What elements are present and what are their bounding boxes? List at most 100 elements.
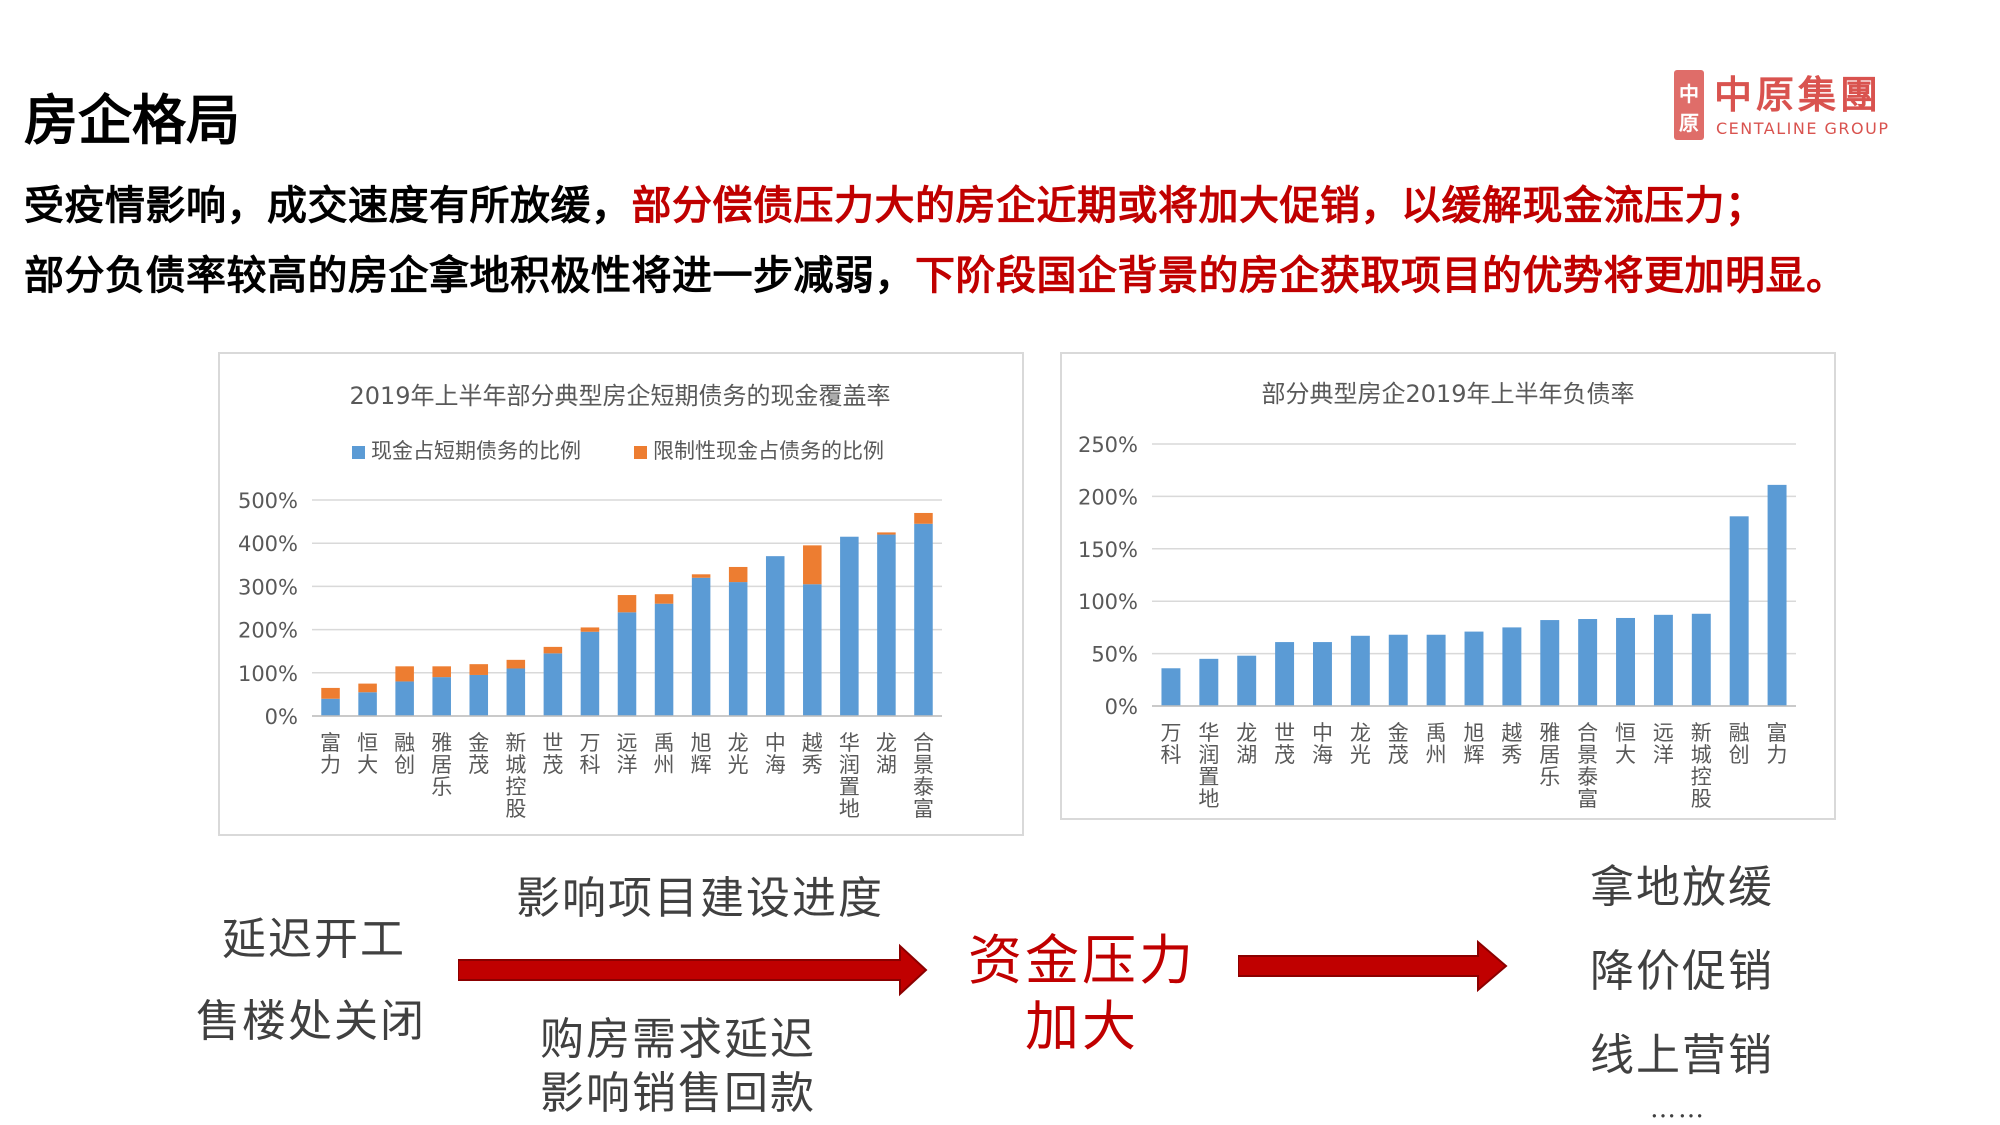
bar	[1653, 614, 1673, 706]
bar	[1388, 634, 1408, 706]
x-tick-label-char: 光	[1350, 743, 1371, 767]
bar	[1464, 631, 1484, 706]
x-tick-label-char: 世	[1274, 721, 1295, 745]
x-tick-label-char: 居	[1539, 743, 1560, 767]
x-tick-label-char: 龙	[1350, 721, 1371, 745]
x-tick-label-char: 富	[1767, 721, 1788, 745]
chart-debt-ratio-svg: 部分典型房企2019年上半年负债率 0% 50% 100% 150% 200% 250% 万科…	[1078, 380, 1796, 811]
x-tick-label-char: 泰	[1577, 765, 1598, 789]
x-tick-label-char: 润	[839, 753, 860, 777]
chart-debt-ratio: 部分典型房企2019年上半年负债率 0% 50% 100% 150% 200% 250% 万科…	[1060, 352, 1836, 820]
legend-label: 限制性现金占债务的比例	[653, 439, 884, 463]
bar-restricted	[395, 666, 414, 682]
bar	[1502, 627, 1522, 706]
x-tick-label-char: 金	[468, 731, 489, 755]
bar-cash	[914, 523, 933, 716]
x-tick-label-char: 中	[1312, 721, 1333, 745]
x-tick-label-char: 创	[1729, 743, 1750, 767]
bar	[1578, 619, 1598, 706]
x-tick-label-char: 科	[1160, 743, 1181, 767]
x-tick-label-char: 雅	[1539, 721, 1560, 745]
bar	[1691, 613, 1711, 706]
x-tick-label-char: 远	[1653, 721, 1674, 745]
x-tick-label-char: 金	[1388, 721, 1409, 745]
x-tick-label-char: 越	[1501, 721, 1522, 745]
bar	[1540, 620, 1560, 706]
flow-center-2: 加大	[1025, 995, 1139, 1058]
bar-cash	[506, 668, 526, 716]
bar	[1199, 658, 1219, 706]
chart-cash-coverage: 2019年上半年部分典型房企短期债务的现金覆盖率 0% 100% 200% 300% 40…	[218, 352, 1024, 836]
x-tick-label-char: 力	[320, 753, 341, 777]
bar	[1313, 642, 1332, 706]
x-tick-label-char: 雅	[431, 731, 452, 755]
x-tick-label-char: 居	[431, 753, 452, 777]
x-tick-label-char: 置	[839, 775, 860, 799]
flow-center-1: 资金压力	[968, 929, 1196, 992]
headline-1-red: 部分偿债压力大的房企近期或将加大促销，以缓解现金流压力；	[631, 183, 1766, 229]
bar-cash	[543, 653, 563, 716]
bar-cash	[728, 582, 748, 716]
bar-cash	[803, 584, 822, 716]
bar	[1616, 617, 1635, 706]
y-tick-label: 300%	[238, 575, 298, 599]
bar-restricted	[691, 574, 711, 578]
x-tick-label-char: 龙	[876, 731, 897, 755]
bar	[1350, 635, 1370, 706]
bar-restricted	[654, 594, 674, 604]
bar-restricted	[469, 664, 489, 675]
chart-title: 2019年上半年部分典型房企短期债务的现金覆盖率	[349, 382, 890, 410]
y-tick-label: 50%	[1091, 643, 1138, 667]
x-tick-label-char: 大	[1615, 743, 1636, 767]
flow-left-1: 延迟开工	[222, 914, 406, 965]
x-tick-label-char: 融	[1729, 721, 1750, 745]
bar-restricted	[543, 646, 563, 654]
x-tick-label-char: 洋	[1653, 743, 1674, 767]
x-tick-label-char: 旭	[1464, 721, 1485, 745]
x-tick-label-char: 万	[579, 731, 600, 755]
bar-cash	[358, 692, 377, 716]
x-tick-label-char: 股	[1691, 787, 1712, 811]
flow-arrow1-bottom-1: 购房需求延迟	[540, 1014, 816, 1065]
x-tick-label-char: 旭	[691, 731, 712, 755]
bar-restricted	[877, 532, 896, 535]
x-tick-label-char: 乐	[1539, 765, 1560, 789]
y-tick-label: 0%	[1105, 695, 1138, 719]
bar-cash	[469, 674, 489, 716]
headline-2: 部分负债率较高的房企拿地积极性将进一步减弱，下阶段国企背景的房企获取项目的优势将…	[24, 256, 1847, 296]
bar-restricted	[580, 627, 600, 632]
x-tick-label-char: 湖	[1236, 743, 1257, 767]
flow-right-2: 降价促销	[1590, 946, 1774, 997]
bar	[1237, 655, 1257, 706]
bar-cash	[321, 698, 340, 716]
flow-left-2: 售楼处关闭	[196, 996, 426, 1047]
y-tick-label: 100%	[1078, 590, 1138, 614]
x-tick-label-char: 湖	[876, 753, 897, 777]
flow-arrow1-bottom-2: 影响销售回款	[540, 1068, 816, 1119]
x-tick-label-char: 龙	[728, 731, 749, 755]
x-tick-label-char: 控	[1691, 765, 1712, 789]
bar	[1767, 484, 1787, 706]
arrow-1-shape	[458, 943, 928, 997]
x-tick-label-char: 景	[1577, 743, 1598, 767]
x-tick-label-char: 地	[1198, 787, 1219, 811]
x-tick-label-char: 海	[765, 753, 786, 777]
x-tick-label-char: 茂	[1388, 743, 1409, 767]
bar-restricted	[358, 683, 377, 693]
x-tick-label-char: 州	[1426, 743, 1447, 767]
x-tick-label-char: 茂	[468, 753, 489, 777]
y-tick-label: 500%	[238, 489, 298, 513]
bar	[1426, 634, 1446, 706]
x-tick-label-char: 城	[1691, 743, 1712, 767]
x-tick-label-char: 润	[1198, 743, 1219, 767]
x-tick-label-char: 洋	[617, 753, 638, 777]
logo-graphic: 中 原 中原集團 CENTALINE GROUP	[1674, 70, 1888, 140]
bar-restricted	[914, 512, 933, 524]
x-tick-label-char: 城	[505, 753, 526, 777]
bar-cash	[432, 677, 451, 716]
x-tick-label-char: 地	[839, 797, 860, 821]
legend-label: 现金占短期债务的比例	[371, 439, 581, 463]
x-tick-label-char: 恒	[357, 731, 378, 755]
x-tick-label-char: 创	[394, 753, 415, 777]
y-tick-label: 250%	[1078, 433, 1138, 457]
